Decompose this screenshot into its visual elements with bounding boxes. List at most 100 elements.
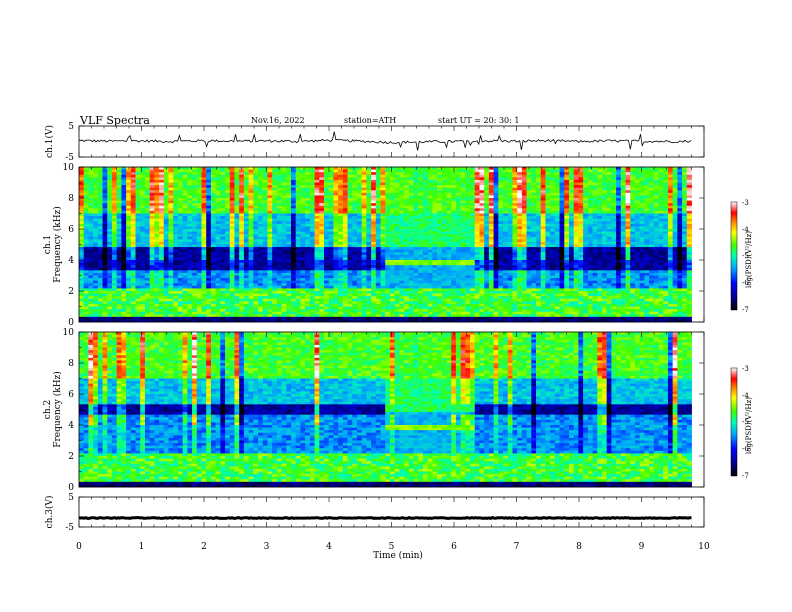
spectrogram-cell	[93, 257, 99, 261]
spectrogram-cell	[83, 218, 89, 222]
spectrogram-cell	[380, 260, 386, 263]
spectrogram-cell	[295, 200, 301, 204]
spectrogram-cell	[192, 316, 198, 320]
spectrogram-cell	[215, 177, 221, 181]
spectrogram-cell	[399, 239, 405, 243]
spectrogram-cell	[286, 311, 292, 315]
spectrogram-cell	[126, 203, 132, 207]
spectrogram-cell	[144, 236, 151, 240]
spectrogram-cell	[328, 174, 334, 178]
spectrogram-cell	[192, 260, 198, 263]
spectrogram-cell	[446, 172, 452, 176]
spectrogram-cell	[168, 221, 174, 225]
spectrogram-cell	[281, 254, 287, 258]
spectrogram-cell	[201, 185, 207, 189]
spectrogram-cell	[371, 314, 377, 318]
spectrogram-cell	[366, 205, 372, 209]
spectrogram-cell	[314, 226, 320, 230]
spectrogram-cell	[437, 275, 443, 279]
spectrogram-cell	[347, 275, 353, 279]
spectrogram-cell	[93, 265, 99, 269]
spectrogram-cell	[380, 192, 386, 196]
spectrogram-cell	[333, 244, 339, 248]
spectrogram-cell	[437, 198, 443, 201]
spectrogram-cell	[276, 309, 282, 313]
spectrogram-cell	[314, 270, 320, 274]
spectrogram-cell	[111, 265, 118, 269]
spectrogram-cell	[234, 283, 240, 287]
spectrogram-cell	[399, 179, 405, 183]
spectrogram-cell	[371, 275, 377, 279]
spectrogram-cell	[248, 265, 254, 269]
spectrogram-cell	[154, 221, 160, 225]
spectrogram-cell	[192, 247, 198, 251]
spectrogram-cell	[234, 316, 240, 320]
spectrogram-cell	[121, 316, 127, 320]
spectrogram-cell	[79, 275, 85, 279]
spectrogram-cell	[79, 257, 85, 261]
spectrogram-cell	[422, 249, 429, 253]
spectrogram-cell	[177, 316, 184, 320]
spectrogram-cell	[352, 291, 358, 294]
spectrogram-cell	[248, 179, 254, 183]
spectrogram-cell	[116, 301, 122, 305]
spectrogram-cell	[295, 208, 301, 212]
spectrogram-cell	[149, 298, 155, 302]
spectrogram-cell	[324, 283, 330, 287]
spectrogram-cell	[196, 288, 202, 292]
spectrogram-cell	[126, 275, 132, 279]
spectrogram-cell	[394, 167, 400, 170]
spectrogram-cell	[356, 291, 363, 294]
spectrogram-cell	[206, 234, 212, 238]
spectrogram-cell	[437, 306, 443, 310]
spectrogram-cell	[399, 234, 405, 238]
spectrogram-cell	[380, 314, 386, 318]
spectrogram-cell	[389, 239, 396, 243]
spectrogram-cell	[380, 195, 386, 199]
spectrogram-cell	[441, 249, 447, 253]
spectrogram-cell	[342, 293, 348, 297]
spectrogram-cell	[451, 182, 457, 186]
spectrogram-cell	[201, 301, 207, 305]
spectrogram-cell	[399, 298, 405, 302]
spectrogram-cell	[371, 216, 377, 220]
spectrogram-cell	[305, 265, 311, 269]
spectrogram-cell	[130, 192, 136, 196]
spectrogram-cell	[262, 177, 268, 181]
spectrogram-cell	[361, 234, 367, 238]
spectrogram-cell	[375, 179, 381, 183]
spectrogram-cell	[295, 182, 301, 186]
spectrogram-cell	[88, 280, 94, 284]
spectrogram-cell	[267, 301, 273, 305]
spectrogram-cell	[413, 293, 419, 297]
spectrogram-cell	[394, 311, 400, 315]
spectrogram-cell	[168, 169, 174, 173]
spectrogram-cell	[107, 167, 113, 170]
spectrogram-cell	[446, 270, 452, 274]
spectrogram-cell	[116, 247, 122, 251]
spectrogram-cell	[385, 272, 391, 276]
spectrogram-cell	[441, 167, 447, 170]
spectrogram-cell	[111, 293, 118, 297]
spectrogram-cell	[220, 296, 226, 300]
spectrogram-cell	[262, 210, 268, 214]
spectrogram-cell	[418, 223, 424, 227]
spectrogram-cell	[206, 192, 212, 196]
spectrogram-cell	[243, 187, 250, 191]
spectrogram-cell	[389, 257, 396, 261]
spectrogram-cell	[451, 288, 457, 292]
spectrogram-cell	[144, 301, 151, 305]
spectrogram-cell	[418, 306, 424, 310]
spectrogram-cell	[300, 221, 306, 225]
spectrogram-cell	[135, 303, 141, 307]
spectrogram-cell	[422, 285, 429, 289]
spectrogram-cell	[248, 244, 254, 248]
spectrogram-cell	[192, 198, 198, 201]
spectrogram-cell	[253, 244, 259, 248]
spectrogram-cell	[215, 288, 221, 292]
spectrogram-cell	[130, 234, 136, 238]
spectrogram-cell	[168, 192, 174, 196]
spectrogram-cell	[144, 177, 151, 181]
spectrogram-cell	[149, 179, 155, 183]
spectrogram-cell	[342, 249, 348, 253]
